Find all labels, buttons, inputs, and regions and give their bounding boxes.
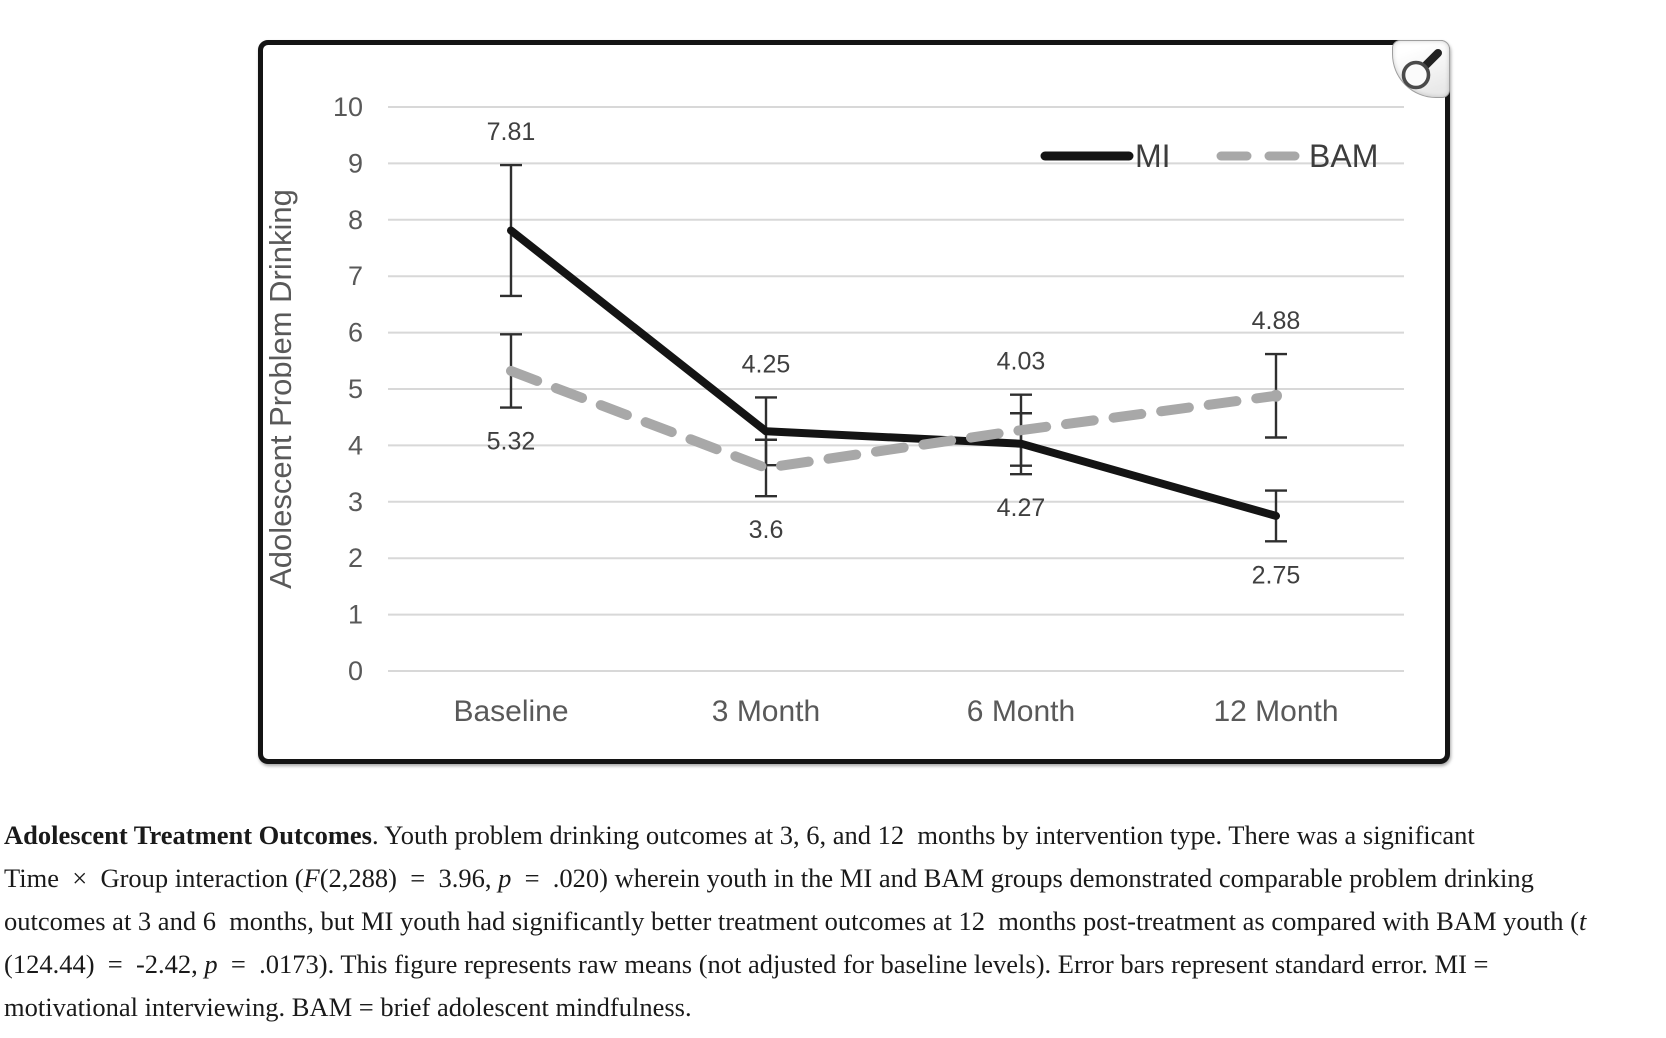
line-chart: 0 1 2 3 4 5 6 7 8 9 10 7.81 5.32 4.25 3.6 4.03 4.27 2.75 4… [263, 92, 1404, 728]
series-line-bam [506, 365, 1281, 473]
chart-figure-frame: 0 1 2 3 4 5 6 7 8 9 10 7.81 5.32 4.25 3.6 4.03 4.27 2.75 4… [258, 40, 1450, 764]
data-label: 5.32 [487, 428, 536, 456]
zoom-button[interactable] [1392, 40, 1450, 98]
figure-caption: Adolescent Treatment Outcomes. Youth pro… [4, 814, 1666, 1029]
caption-segment: p [498, 863, 512, 893]
y-tick-label: 10 [333, 92, 363, 122]
data-label: 3.6 [749, 516, 784, 544]
y-tick-label: 1 [348, 600, 363, 630]
y-tick-label: 8 [348, 205, 363, 235]
data-label: 4.88 [1252, 307, 1301, 335]
y-tick-label: 4 [348, 430, 363, 460]
legend-label-bam: BAM [1309, 138, 1378, 174]
y-axis-title: Adolescent Problem Drinking [263, 189, 298, 589]
magnifier-icon [1401, 49, 1442, 90]
x-tick-label: 12 Month [1213, 695, 1338, 728]
data-label: 4.03 [997, 348, 1046, 376]
y-tick-label: 9 [348, 148, 363, 178]
y-tick-label: 0 [348, 656, 363, 686]
caption-segment: (124.44) = -2.42, [4, 949, 198, 979]
caption-segment: (2,288) = 3.96, [319, 863, 499, 893]
y-tick-label: 5 [348, 374, 363, 404]
caption-segment: F [303, 863, 320, 893]
y-tick-label: 7 [348, 261, 363, 291]
x-tick-label: 3 Month [712, 695, 820, 728]
y-tick-label: 3 [348, 487, 363, 517]
data-label: 4.27 [997, 494, 1046, 522]
y-tick-label: 2 [348, 543, 363, 573]
caption-segment: = .0173). This figure represents raw mea… [4, 949, 1489, 1022]
caption-segment: t [1578, 906, 1587, 936]
x-tick-label: 6 Month [967, 695, 1075, 728]
x-tick-label: Baseline [453, 695, 568, 728]
data-label: 4.25 [742, 350, 791, 378]
series-point-bam [1270, 389, 1282, 402]
caption-segment: p [204, 949, 218, 979]
series-line-mi [507, 226, 1280, 520]
caption-segment: Adolescent Treatment Outcomes [4, 820, 372, 850]
data-label: 7.81 [487, 118, 536, 146]
caption-segment: . Youth problem drinking outcomes at 3, … [4, 820, 1475, 893]
data-label: 2.75 [1252, 561, 1301, 589]
caption-segment: = .020) wherein youth in the MI and BAM … [4, 863, 1579, 936]
y-tick-label: 6 [348, 318, 363, 348]
legend-label-mi: MI [1135, 138, 1171, 174]
